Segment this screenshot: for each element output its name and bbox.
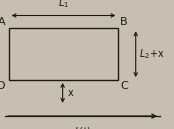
Text: A: A xyxy=(0,17,5,27)
Text: B: B xyxy=(120,17,128,27)
Text: C: C xyxy=(120,81,128,91)
Text: $I\,(t)$: $I\,(t)$ xyxy=(74,125,91,129)
Text: x: x xyxy=(68,88,74,98)
Bar xyxy=(9,28,118,80)
Text: $L_1$: $L_1$ xyxy=(58,0,69,10)
Text: $L_2$+x: $L_2$+x xyxy=(139,47,165,61)
Text: D: D xyxy=(0,81,5,91)
